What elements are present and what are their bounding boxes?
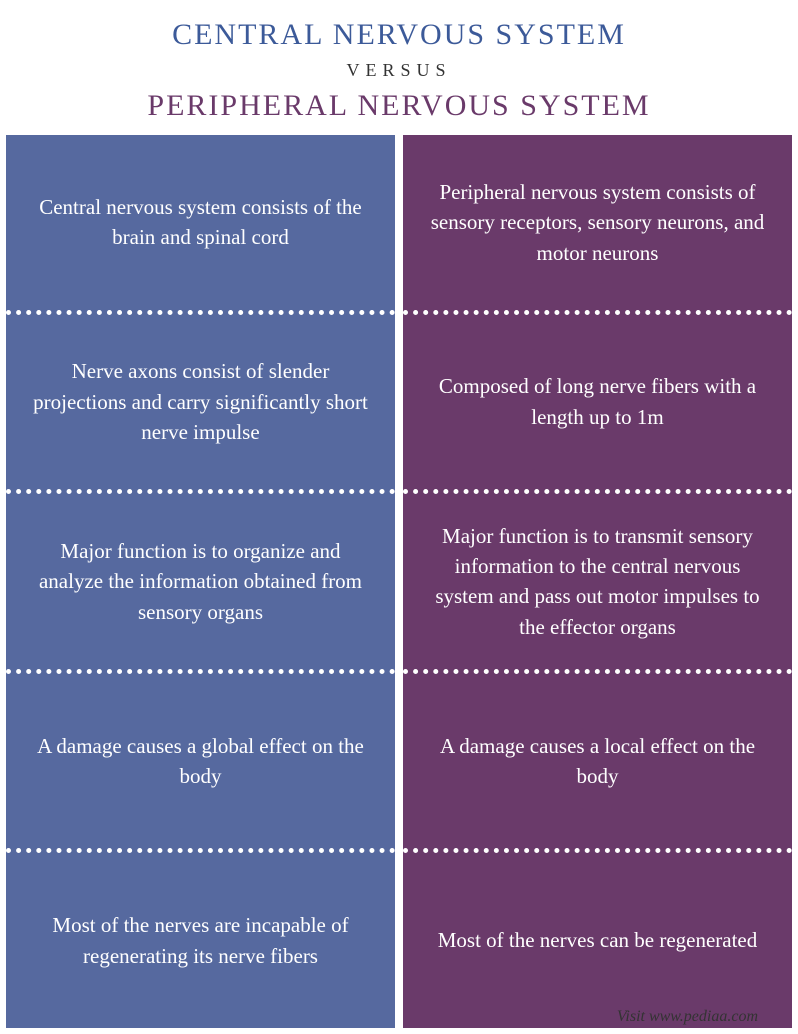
comparison-cell: Most of the nerves can be regenerated [403,853,792,1028]
comparison-cell: Most of the nerves are incapable of rege… [6,853,395,1028]
comparison-cell: A damage causes a local effect on the bo… [403,674,792,849]
title-top: CENTRAL NERVOUS SYSTEM [20,18,778,52]
comparison-cell: Major function is to transmit sensory in… [403,494,792,669]
comparison-cell: Major function is to organize and analyz… [6,494,395,669]
comparison-infographic: CENTRAL NERVOUS SYSTEM VERSUS PERIPHERAL… [0,0,798,1034]
right-column: Peripheral nervous system consists of se… [403,135,792,1028]
comparison-cell: Central nervous system consists of the b… [6,135,395,310]
columns: Central nervous system consists of the b… [0,135,798,1034]
comparison-cell: Composed of long nerve fibers with a len… [403,315,792,490]
comparison-cell: A damage causes a global effect on the b… [6,674,395,849]
comparison-cell: Nerve axons consist of slender projectio… [6,315,395,490]
left-column: Central nervous system consists of the b… [6,135,395,1028]
footer-credit: Visit www.pediaa.com [617,1008,758,1026]
header: CENTRAL NERVOUS SYSTEM VERSUS PERIPHERAL… [0,0,798,135]
title-versus: VERSUS [20,60,778,81]
title-bottom: PERIPHERAL NERVOUS SYSTEM [20,89,778,123]
comparison-cell: Peripheral nervous system consists of se… [403,135,792,310]
